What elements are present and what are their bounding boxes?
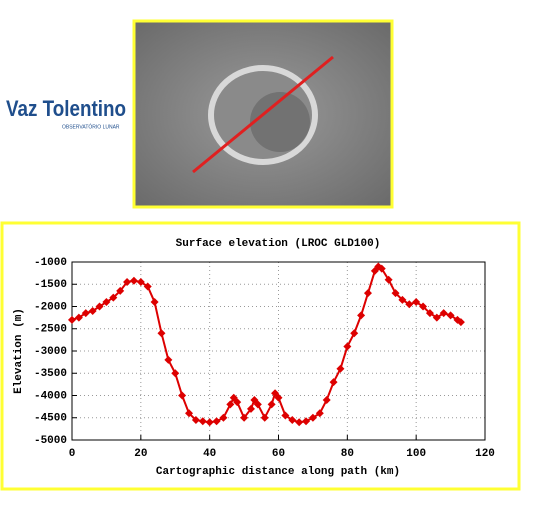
marker <box>81 309 90 318</box>
marker <box>129 276 138 285</box>
logo: Vaz Tolentino OBSERVATÓRIO LUNAR <box>6 96 126 131</box>
marker <box>322 395 331 404</box>
marker <box>302 417 311 426</box>
marker <box>253 400 262 409</box>
y-tick-label: -3500 <box>34 368 67 380</box>
marker <box>240 413 249 422</box>
marker <box>281 411 290 420</box>
marker <box>295 418 304 427</box>
y-tick-label: -1500 <box>34 279 67 291</box>
logo-name: Vaz Tolentino <box>6 96 126 121</box>
marker <box>329 378 338 387</box>
x-tick-label: 100 <box>406 448 426 460</box>
marker <box>74 313 83 322</box>
x-axis-label: Cartographic distance along path (km) <box>156 466 400 478</box>
marker <box>398 295 407 304</box>
plot: -5000 -4500 -4000 -3500 -3000 -2500 -2000 -1500… <box>34 257 495 460</box>
plot-border <box>71 261 486 441</box>
y-tick-label: -4000 <box>34 390 67 402</box>
y-tick-label: -2000 <box>34 301 67 313</box>
marker <box>267 400 276 409</box>
y-tick-label: -5000 <box>34 435 67 447</box>
marker <box>357 311 366 320</box>
marker <box>198 417 207 426</box>
marker <box>274 393 283 402</box>
marker <box>288 415 297 424</box>
marker <box>150 298 159 307</box>
marker <box>260 413 269 422</box>
marker <box>391 289 400 298</box>
logo-subtitle: OBSERVATÓRIO LUNAR <box>62 123 120 130</box>
marker <box>405 300 414 309</box>
marker <box>68 315 76 324</box>
x-tick-label: 0 <box>69 448 76 460</box>
marker <box>219 413 228 422</box>
marker <box>164 355 173 364</box>
x-tick-label: 40 <box>203 448 216 460</box>
marker <box>226 400 235 409</box>
marker <box>308 413 317 422</box>
crater-shadow <box>250 92 310 152</box>
y-tick-label: -2500 <box>34 324 67 336</box>
marker <box>233 398 242 407</box>
y-tick-label: -3000 <box>34 346 67 358</box>
marker <box>212 417 221 426</box>
marker <box>456 318 465 327</box>
marker <box>136 278 145 287</box>
marker <box>377 264 386 273</box>
marker <box>432 313 441 322</box>
marker <box>246 404 255 413</box>
marker <box>102 298 111 307</box>
x-tick-label: 20 <box>134 448 147 460</box>
marker <box>178 391 187 400</box>
marker <box>185 409 194 418</box>
marker <box>419 302 428 311</box>
marker <box>88 306 97 315</box>
y-tick-label: -1000 <box>34 257 67 269</box>
marker <box>412 298 421 307</box>
marker <box>171 369 180 378</box>
marker <box>143 282 152 291</box>
marker <box>123 278 132 287</box>
marker <box>384 275 393 284</box>
x-tick-label: 80 <box>341 448 354 460</box>
profile-path <box>192 55 334 174</box>
marker <box>446 311 455 320</box>
marker <box>336 364 345 373</box>
marker <box>95 302 104 311</box>
marker <box>439 309 448 318</box>
x-tick-label: 120 <box>475 448 495 460</box>
marker <box>157 329 166 338</box>
marker <box>425 309 434 318</box>
marker <box>109 293 118 302</box>
crater-image <box>132 19 394 209</box>
chart-title: Surface elevation (LROC GLD100) <box>176 238 381 250</box>
marker <box>205 418 214 427</box>
marker <box>116 286 125 295</box>
marker <box>350 329 359 338</box>
x-tick-label: 60 <box>272 448 285 460</box>
marker <box>191 415 200 424</box>
marker <box>315 409 324 418</box>
y-tick-label: -4500 <box>34 413 67 425</box>
y-axis-label: Elevation (m) <box>13 308 25 394</box>
marker <box>343 342 352 351</box>
marker <box>363 289 372 298</box>
chart-frame <box>0 221 521 491</box>
